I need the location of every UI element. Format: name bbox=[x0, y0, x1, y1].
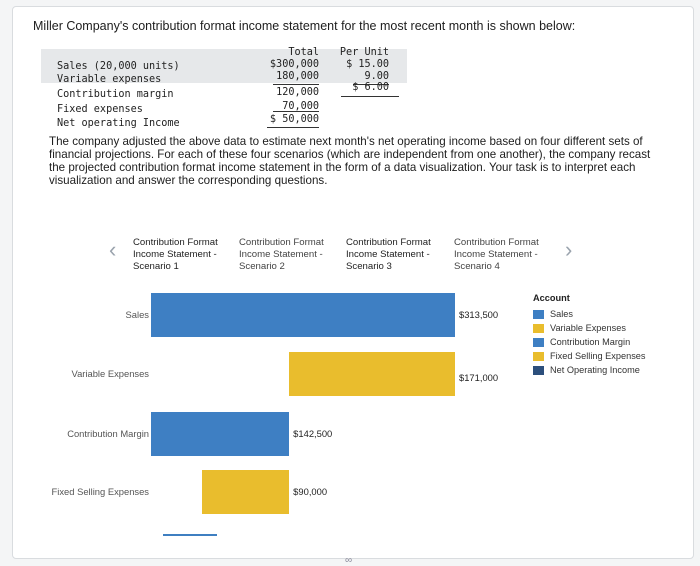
rule-per-unit bbox=[353, 84, 389, 85]
header-per-unit: Per Unit bbox=[339, 47, 389, 58]
legend-label: Sales bbox=[550, 309, 573, 319]
header-total: Total bbox=[288, 47, 319, 58]
tab-scenario-1[interactable]: Contribution Format Income Statement - S… bbox=[133, 237, 218, 273]
legend-item: Variable Expenses bbox=[533, 321, 646, 335]
category-label-variable-expenses: Variable Expenses bbox=[71, 368, 149, 379]
bar-contribution-margin bbox=[151, 412, 290, 456]
legend-label: Net Operating Income bbox=[550, 365, 640, 375]
row-noi-total: $ 50,000 bbox=[269, 114, 319, 125]
question-panel: Miller Company's contribution format inc… bbox=[12, 6, 694, 566]
legend-items: Sales Variable Expenses Contribution Margi… bbox=[533, 307, 646, 377]
tab-scenario-2[interactable]: Contribution Format Income Statement - S… bbox=[239, 237, 324, 273]
row-variable-total: 180,000 bbox=[276, 71, 319, 82]
row-cm-label: Contribution margin bbox=[57, 89, 174, 100]
tab-line: Income Statement - bbox=[239, 249, 323, 260]
tab-line: Income Statement - bbox=[133, 249, 217, 260]
legend-swatch bbox=[533, 323, 544, 333]
legend-swatch bbox=[533, 365, 544, 375]
next-scenario-icon[interactable]: › bbox=[565, 237, 573, 262]
value-label-variable-expenses: $171,000 bbox=[459, 372, 499, 383]
value-label-contribution-margin: $142,500 bbox=[293, 428, 333, 439]
row-variable-label: Variable expenses bbox=[57, 74, 162, 85]
row-variable-per-unit: 9.00 bbox=[364, 71, 389, 82]
legend-title: Account bbox=[533, 293, 570, 303]
row-fixed-total: 70,000 bbox=[282, 101, 319, 112]
income-statement: Total Per Unit Sales (20,000 units) $300… bbox=[41, 47, 407, 133]
statement-header-shade bbox=[41, 49, 407, 83]
intro-text: Miller Company's contribution format inc… bbox=[33, 19, 576, 33]
legend-label: Fixed Selling Expenses bbox=[550, 351, 646, 361]
rule-fixed bbox=[273, 111, 319, 112]
rule-noi bbox=[267, 127, 319, 128]
category-label-fixed-selling-expenses: Fixed Selling Expenses bbox=[51, 486, 149, 497]
tab-line: Scenario 3 bbox=[346, 261, 392, 272]
legend-swatch bbox=[533, 351, 544, 361]
instructions-paragraph: The company adjusted the above data to e… bbox=[49, 135, 651, 187]
tab-line: Contribution Format bbox=[454, 237, 539, 248]
tab-line: Contribution Format bbox=[239, 237, 324, 248]
tab-line: Income Statement - bbox=[346, 249, 430, 260]
row-sales-label: Sales (20,000 units) bbox=[57, 61, 180, 72]
tab-line: Scenario 1 bbox=[133, 261, 179, 272]
rule-per-unit-double bbox=[341, 96, 399, 97]
value-label-fixed-selling-expenses: $90,000 bbox=[293, 486, 328, 497]
tab-line: Scenario 4 bbox=[454, 261, 500, 272]
category-label-sales: Sales bbox=[125, 309, 149, 320]
tab-line: Income Statement - bbox=[454, 249, 538, 260]
row-sales-total: $300,000 bbox=[269, 59, 319, 70]
chart-legend: Account Sales Variable Expenses Contributi… bbox=[533, 293, 646, 377]
legend-item: Sales bbox=[533, 307, 646, 321]
tab-line: Scenario 2 bbox=[239, 261, 285, 272]
rule-total bbox=[273, 84, 319, 85]
prev-scenario-icon[interactable]: ‹ bbox=[109, 237, 117, 262]
row-sales-per-unit: $ 15.00 bbox=[346, 59, 389, 70]
legend-swatch bbox=[533, 337, 544, 347]
bar-fixed-selling-expenses bbox=[201, 470, 290, 514]
row-cm-per-unit: $ 6.00 bbox=[352, 82, 389, 93]
bar-sales bbox=[151, 293, 455, 337]
category-label-contribution-margin: Contribution Margin bbox=[67, 428, 149, 439]
legend-item: Contribution Margin bbox=[533, 335, 646, 349]
legend-item: Fixed Selling Expenses bbox=[533, 349, 646, 363]
bar-variable-expenses bbox=[289, 352, 455, 396]
tab-scenario-3[interactable]: Contribution Format Income Statement - S… bbox=[346, 237, 431, 273]
value-label-sales: $313,500 bbox=[459, 309, 499, 320]
legend-label: Variable Expenses bbox=[550, 323, 626, 333]
tab-scenario-4[interactable]: Contribution Format Income Statement - S… bbox=[454, 237, 539, 273]
row-fixed-label: Fixed expenses bbox=[57, 104, 143, 115]
legend-label: Contribution Margin bbox=[550, 337, 631, 347]
legend-swatch bbox=[533, 309, 544, 319]
row-noi-label: Net operating Income bbox=[57, 118, 180, 129]
row-cm-total: 120,000 bbox=[276, 87, 319, 98]
tab-line: Contribution Format bbox=[133, 237, 218, 248]
net-income-bar-stub bbox=[163, 534, 217, 536]
legend-item: Net Operating Income bbox=[533, 363, 646, 377]
tab-line: Contribution Format bbox=[346, 237, 431, 248]
